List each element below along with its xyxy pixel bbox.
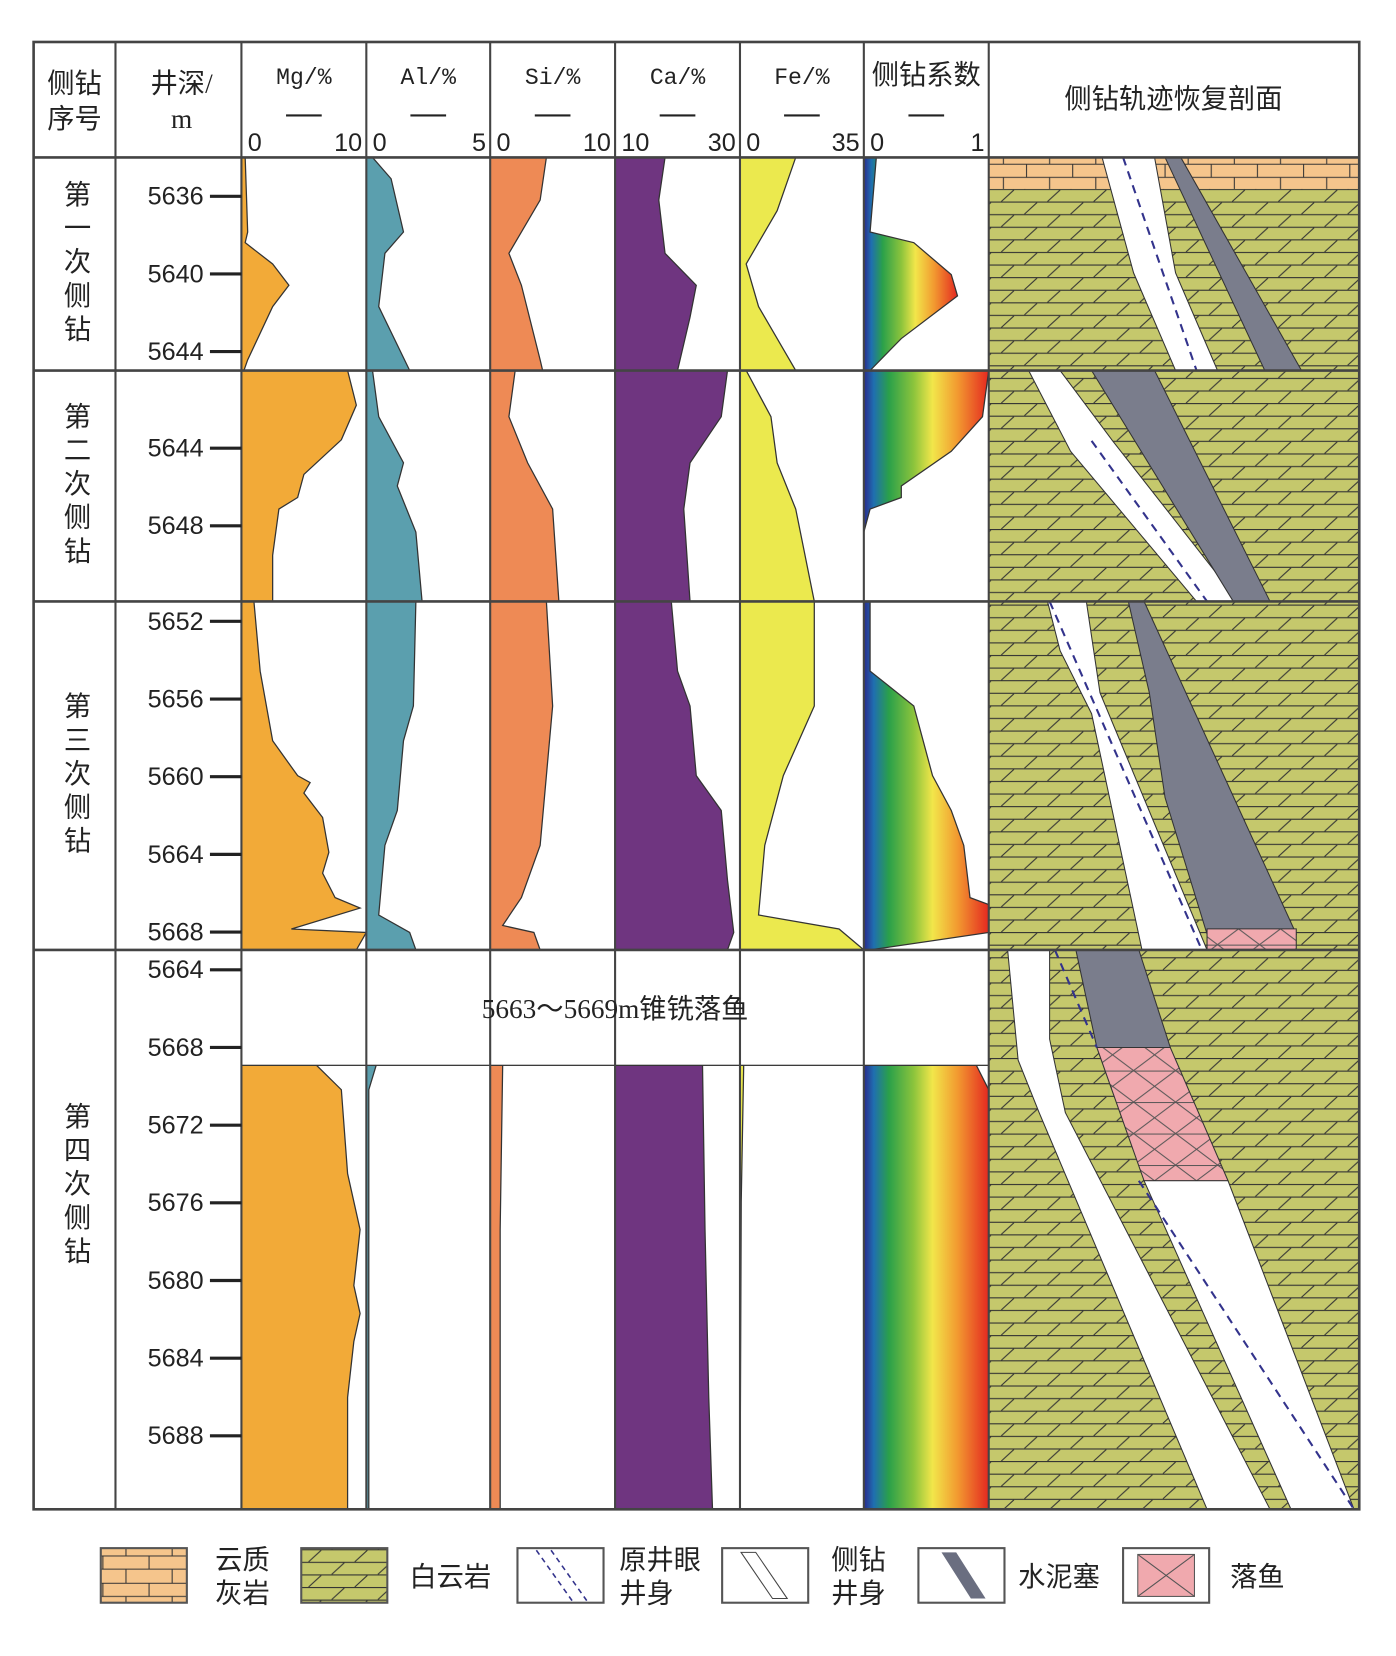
scale-max: 30 [708, 129, 736, 157]
legend-symbol [550, 1549, 588, 1602]
scale-max: 10 [583, 129, 611, 157]
log-fill [863, 1064, 990, 1510]
section-label: 第一次侧钻 [60, 180, 92, 348]
log-fill [863, 600, 990, 951]
log-fill [614, 1064, 714, 1510]
legend-label: 井身 [831, 1579, 886, 1609]
depth-label: 5676 [148, 1189, 204, 1217]
scale-max: 35 [832, 129, 860, 157]
log-fill [489, 369, 560, 603]
section-label: 第三次侧钻 [60, 692, 92, 860]
log-name: Ca/% [650, 65, 706, 91]
log-fill [614, 369, 729, 603]
scale-max: 1 [971, 129, 985, 157]
header-label: 侧钻轨迹恢复剖面 [1064, 84, 1282, 114]
log-fill [863, 156, 959, 372]
depth-label: 5648 [148, 512, 204, 540]
log-fill [739, 369, 816, 603]
legend-label: 井身 [619, 1579, 674, 1609]
log-fill [365, 156, 411, 372]
log-fill [614, 600, 735, 951]
original-hole [1048, 600, 1203, 951]
log-name: Al/% [401, 65, 457, 91]
legend-swatch [300, 1547, 389, 1604]
log-fill [240, 156, 290, 372]
depth-label: 5664 [148, 956, 204, 984]
log-name: Si/% [525, 65, 581, 91]
fish [1206, 928, 1297, 951]
depth-label: 5636 [148, 183, 204, 211]
note: 5663～5669m锥铣落鱼 [482, 994, 749, 1024]
log-fill [365, 1064, 378, 1510]
section-label: 第二次侧钻 [60, 402, 92, 570]
table-grid [32, 40, 1361, 1511]
header-label: 井深/ [151, 68, 214, 98]
legend-symbol [740, 1551, 789, 1600]
log-fill [489, 600, 554, 951]
log-name: Fe/% [774, 65, 830, 91]
scale-min: 0 [248, 129, 262, 157]
log-fill [739, 156, 797, 372]
original-hole [1090, 440, 1208, 603]
legend-label: 水泥塞 [1018, 1562, 1100, 1592]
legend-swatch [99, 1547, 188, 1604]
lithology-profile [988, 156, 1360, 1510]
depth-label: 5644 [148, 338, 204, 366]
depth-label: 5660 [148, 763, 204, 791]
original-hole [1137, 1180, 1355, 1510]
scale-min: 10 [621, 129, 649, 157]
log-name: 侧钻系数 [872, 60, 981, 90]
log-fill [489, 1064, 504, 1510]
depth-label: 5668 [148, 918, 204, 946]
depth-label: 5680 [148, 1267, 204, 1295]
log-fill [614, 156, 697, 372]
header-label: m [171, 104, 192, 134]
depth-label: 5668 [148, 1034, 204, 1062]
scale-min: 0 [373, 129, 387, 157]
scale-min: 0 [496, 129, 510, 157]
depth-label: 5644 [148, 435, 204, 463]
depth-label: 5672 [148, 1112, 204, 1140]
depth-label: 5664 [148, 841, 204, 869]
log-fill [240, 1064, 361, 1510]
legend-label: 灰岩 [215, 1579, 270, 1609]
log-fill [863, 369, 990, 533]
log-fill [489, 156, 548, 372]
log-fill [365, 369, 423, 603]
scale-min: 0 [746, 129, 760, 157]
scale-max: 5 [472, 129, 486, 157]
original-hole [1122, 157, 1198, 371]
legend-label: 侧钻 [831, 1545, 886, 1575]
scale-max: 10 [334, 129, 362, 157]
depth-label: 5688 [148, 1422, 204, 1450]
depth-label: 5684 [148, 1345, 204, 1373]
legend-label: 原井眼 [619, 1545, 701, 1575]
depth-label: 5656 [148, 685, 204, 713]
legend-symbol [1137, 1554, 1195, 1597]
legend-label: 白云岩 [409, 1562, 491, 1592]
legend-symbol [941, 1552, 986, 1599]
depth-label: 5640 [148, 260, 204, 288]
log-name: Mg/% [276, 65, 332, 91]
log-fill [739, 600, 866, 951]
legend-swatch [721, 1547, 810, 1604]
log-fill [240, 369, 358, 603]
legend-label: 落鱼 [1230, 1562, 1285, 1592]
legend-label: 云质 [215, 1545, 270, 1575]
legend-swatch [516, 1547, 605, 1604]
original-hole [1053, 949, 1098, 1048]
log-fill [365, 600, 417, 951]
header-label: 侧钻 [47, 68, 102, 98]
scale-min: 0 [870, 129, 884, 157]
table-frame [32, 40, 1361, 1511]
section-label: 第四次侧钻 [60, 1102, 92, 1270]
log-fill [240, 600, 368, 951]
depth-label: 5652 [148, 608, 204, 636]
legend-symbol [535, 1549, 573, 1602]
header-label: 序号 [47, 104, 102, 134]
